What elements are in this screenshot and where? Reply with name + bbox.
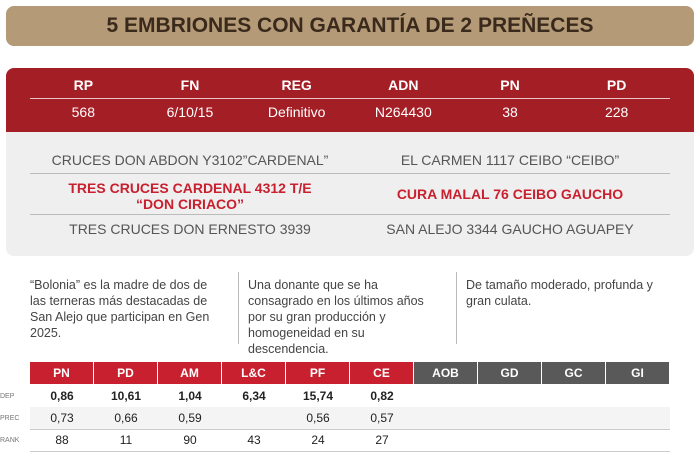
row-line <box>30 429 670 430</box>
note: Una donante que se ha consagrado en los … <box>248 278 424 356</box>
row-label: DEP <box>0 392 15 400</box>
registry-header: PD <box>606 77 627 93</box>
registry-header: REG <box>281 77 312 93</box>
table-value: 0,66 <box>114 411 138 425</box>
note: “Bolonia” es la madre de dos de las tern… <box>30 278 210 340</box>
row-line <box>30 451 670 452</box>
registry-header: RP <box>73 77 94 93</box>
pedigree-name: EL CARMEN 1117 CEIBO “CEIBO” <box>400 152 620 168</box>
table-header: PN <box>30 362 93 384</box>
table-header: L&C <box>222 362 285 384</box>
divider <box>30 98 670 99</box>
table-value: 0,82 <box>370 389 394 403</box>
pedigree-name: CURA MALAL 76 CEIBO GAUCHO <box>396 186 624 202</box>
table-value: 0,57 <box>370 411 394 425</box>
row-label: RANK <box>0 436 20 444</box>
banner-title: 5 EMBRIONES CON GARANTÍA DE 2 PREÑECES <box>6 6 694 46</box>
pedigree-name: “DON CIRIACO” <box>135 196 245 212</box>
registry-header: ADN <box>388 77 419 93</box>
table-header: GC <box>542 362 605 384</box>
divider <box>30 173 670 174</box>
table-value: 88 <box>55 433 69 447</box>
row-label: PREC <box>0 414 20 422</box>
table-value: 0,73 <box>50 411 74 425</box>
registry-value: N264430 <box>374 104 432 120</box>
note-divider <box>238 272 239 344</box>
pedigree-panel <box>6 132 694 256</box>
registry-header: PN <box>500 77 520 93</box>
table-value: 24 <box>311 433 325 447</box>
table-value: 15,74 <box>302 389 334 403</box>
table-value: 10,61 <box>110 389 142 403</box>
table-value: 0,59 <box>178 411 202 425</box>
table-header: GD <box>478 362 541 384</box>
pedigree-name: TRES CRUCES DON ERNESTO 3939 <box>69 221 311 237</box>
table-value: 90 <box>183 433 197 447</box>
pedigree-name: TRES CRUCES CARDENAL 4312 T/E <box>68 180 312 196</box>
table-value: 1,04 <box>178 389 202 403</box>
pedigree-name: CRUCES DON ABDON Y3102”CARDENAL” <box>51 152 329 168</box>
note: De tamaño moderado, profunda y gran cula… <box>466 278 653 308</box>
registry-value: 38 <box>502 104 518 120</box>
registry-value: 6/10/15 <box>166 104 214 120</box>
table-header: GI <box>606 362 669 384</box>
table-header: AM <box>158 362 221 384</box>
table-value: 6,34 <box>242 389 266 403</box>
table-header: AOB <box>414 362 477 384</box>
registry-value: 228 <box>604 104 629 120</box>
note-divider <box>456 272 457 344</box>
table-header: CE <box>350 362 413 384</box>
registry-panel <box>6 68 694 132</box>
table-value: 27 <box>375 433 389 447</box>
table-header: PD <box>94 362 157 384</box>
table-header: PF <box>286 362 349 384</box>
registry-value: 568 <box>71 104 95 120</box>
registry-value: Definitivo <box>267 104 326 120</box>
pedigree-name: SAN ALEJO 3344 GAUCHO AGUAPEY <box>386 221 634 237</box>
registry-header: FN <box>180 77 200 93</box>
table-value: 0,86 <box>50 389 74 403</box>
divider <box>30 214 670 215</box>
table-value: 0,56 <box>306 411 330 425</box>
table-value: 11 <box>119 433 133 447</box>
row-shade <box>30 407 670 429</box>
table-value: 43 <box>247 433 261 447</box>
